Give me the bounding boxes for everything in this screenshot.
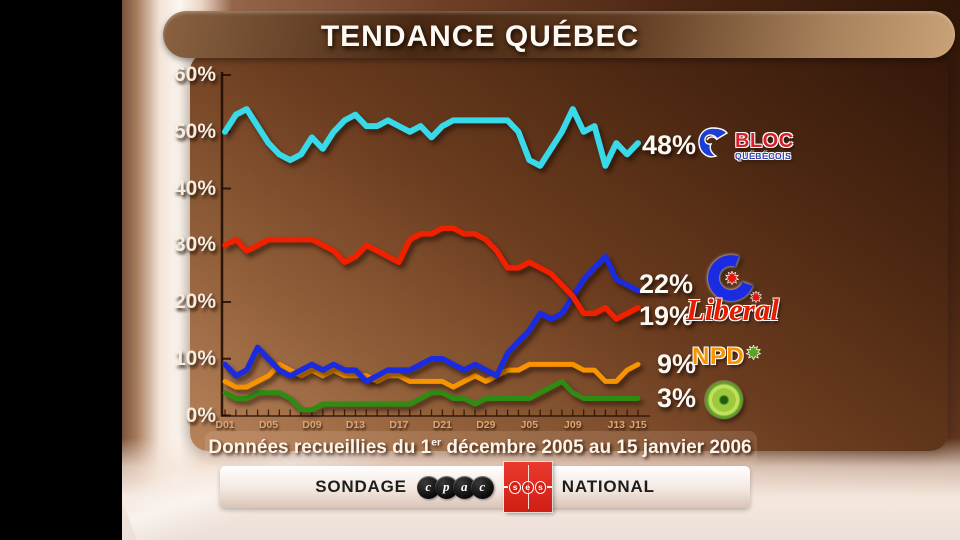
maple-leaf-icon [749,290,763,308]
cpac-logo: c p a c [416,475,494,499]
page-title: TENDANCE QUÉBEC [320,20,640,53]
green-party-logo [705,381,743,419]
x-axis-label: J15 [629,419,647,431]
x-axis-label: D17 [389,419,409,431]
footnote-band [205,431,757,465]
footnote: Données recueillies du 1er décembre 2005… [200,437,760,459]
y-axis-label: 50% [173,119,216,143]
national-label: NATIONAL [561,477,655,496]
maple-leaf-icon [724,270,740,290]
conservative-logo [700,247,762,309]
x-axis-label: J13 [607,419,626,431]
bloc-logo-subtext: QUÉBÉCOIS [735,150,792,161]
maple-leaf-icon [745,343,762,365]
x-axis-label: J05 [520,419,539,431]
y-axis-label: 10% [173,346,216,370]
y-axis-label: 30% [173,233,216,257]
sondage-label: SONDAGE [315,477,407,496]
npd-logo-text: NPD [692,343,745,370]
left-black-strip [0,0,122,540]
x-axis-label: D13 [345,419,366,431]
x-axis-label: D21 [432,419,452,431]
x-axis-label: D05 [258,419,279,431]
x-axis-label: D29 [476,419,496,431]
y-axis-label: 0% [185,403,216,427]
footnote-text: Données recueillies du 1 [208,437,432,458]
chart-panel [190,53,948,451]
ses-logo: s e s [503,462,552,512]
npd-value-label: 9% [656,349,696,379]
x-axis-label: D09 [302,419,322,431]
bloc-logo-text: BLOC [735,129,794,152]
bloc-value-label: 48% [641,130,696,160]
source-bar: SONDAGE c p a c s e s NATIONAL [220,462,750,512]
footnote-text: décembre 2005 au 15 janvier 2006 [441,437,752,458]
y-axis-label: 40% [173,176,216,200]
ses-letter-icon: s [509,480,521,494]
x-axis-label: D01 [215,419,235,431]
ses-dash [547,486,552,488]
y-axis-label: 60% [173,63,216,86]
bloc-flag-icon [696,126,732,165]
cpac-letter-icon: a [452,475,476,499]
liberal-logo-text: Liberal [686,292,779,327]
footnote-sup: er [431,437,442,449]
liberal-value-label: 19% [638,301,693,331]
cpac-letter-icon: c [470,475,494,499]
x-axis-label: J09 [564,419,582,431]
green-value-label: 3% [656,383,696,413]
y-axis-label: 20% [173,290,216,313]
bloc-quebecois-logo: BLOC QUÉBÉCOIS [696,126,794,165]
ses-letter-icon: e [521,480,534,494]
ses-letter-icon: s [534,480,547,494]
ses-dash [503,486,509,488]
conservative-value-label: 22% [638,269,693,299]
cpac-letter-icon: p [434,475,458,499]
liberal-logo: Liberal [686,290,786,327]
cpac-letter-icon: c [416,475,440,499]
title-band [163,11,955,58]
npd-logo: NPD [692,343,762,370]
